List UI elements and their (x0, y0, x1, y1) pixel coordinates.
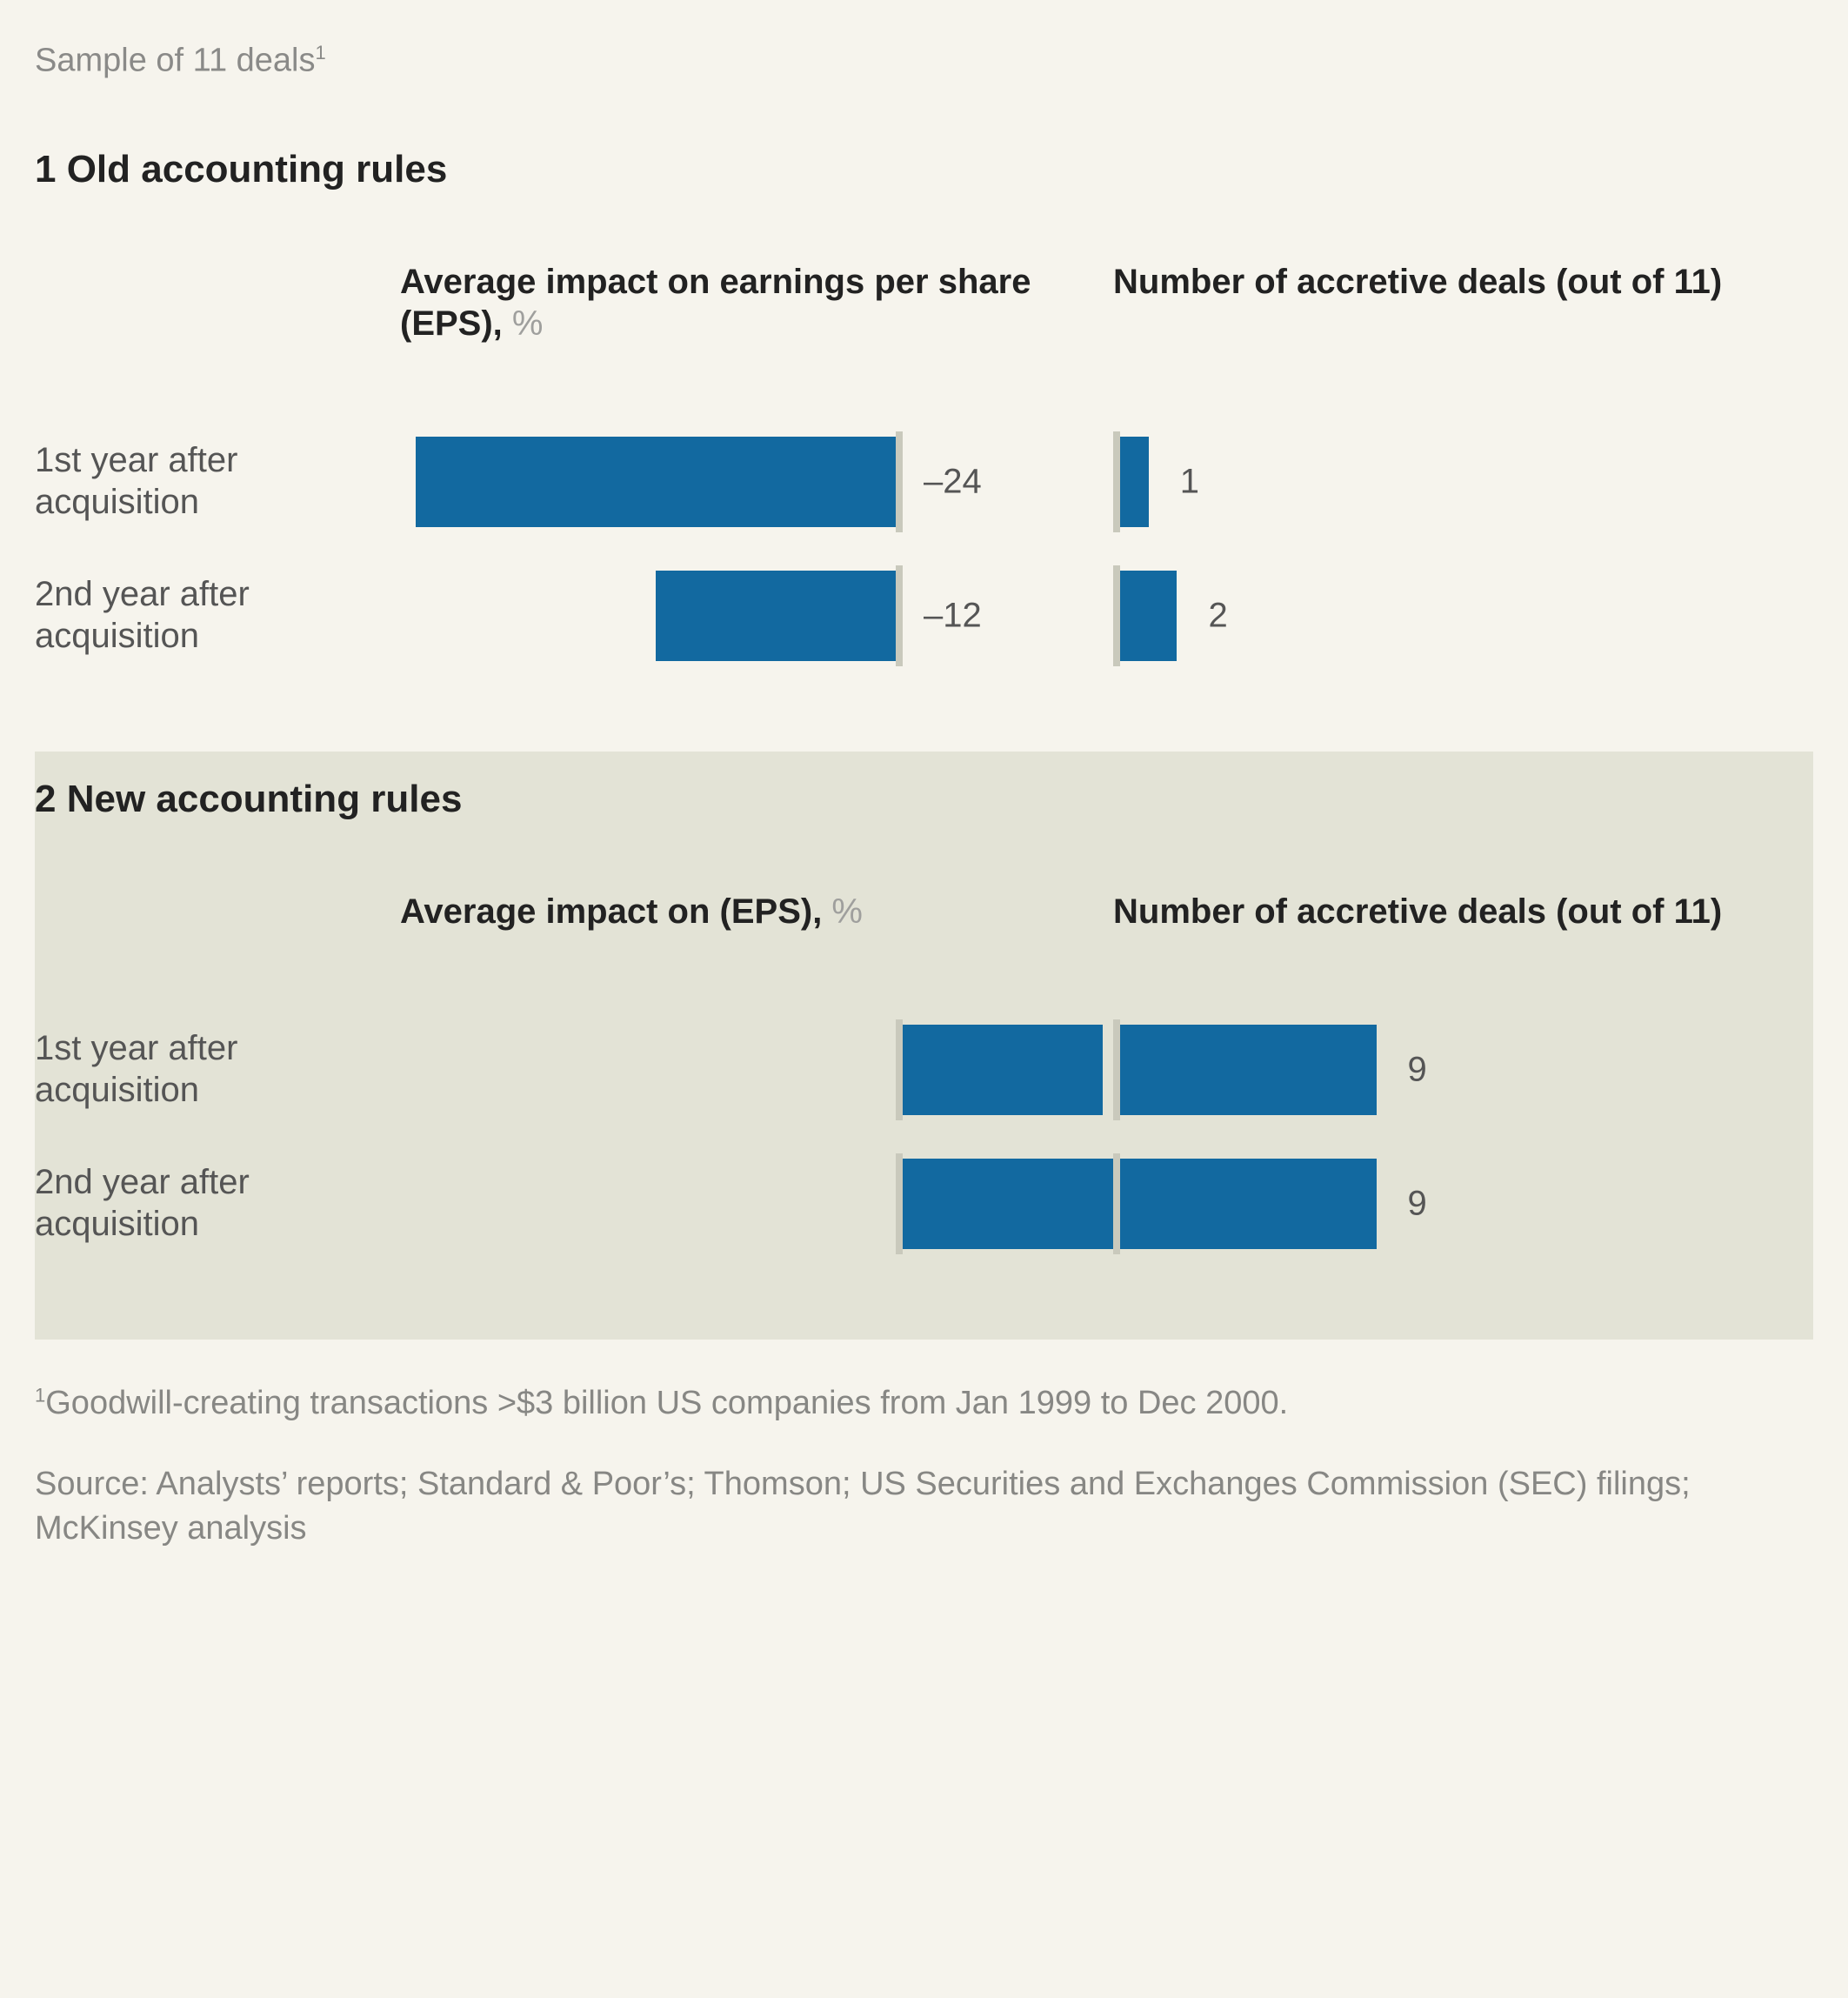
row-label: 2nd year afteracquisition (35, 1162, 400, 1244)
footnote-text: Goodwill-creating transactions >$3 billi… (45, 1385, 1288, 1421)
deals-axis (1113, 565, 1120, 666)
eps-value: –24 (924, 462, 993, 501)
deals-value: 9 (1408, 1050, 1427, 1089)
data-row: 2nd year afteracquisition13 9 (35, 1153, 1813, 1254)
deals-header: Number of accretive deals (out of 11) (1113, 891, 1739, 932)
eps-bar (416, 437, 896, 527)
eps-bar-cell: 10 (400, 1025, 1061, 1115)
deals-bar (1120, 571, 1177, 661)
page-root: Sample of 11 deals1 1 Old accounting rul… (0, 0, 1848, 1604)
eps-bar-cell: –24 (400, 437, 1061, 527)
data-row: 1st year afteracquisition –24 1 (35, 431, 1813, 532)
deals-value: 9 (1408, 1184, 1427, 1223)
source-text: Source: Analysts’ reports; Standard & Po… (35, 1462, 1813, 1552)
eps-header: Average impact on (EPS), % (400, 891, 1061, 932)
deals-axis (1113, 1019, 1120, 1120)
footnote-sup: 1 (35, 1384, 45, 1406)
subtitle-sup: 1 (316, 42, 326, 63)
deals-axis (1113, 431, 1120, 532)
eps-axis (896, 1019, 903, 1120)
panel-title: 1 Old accounting rules (35, 148, 1813, 191)
panel-old: 1 Old accounting rules Average impact on … (35, 122, 1813, 752)
deals-value: 2 (1208, 596, 1227, 635)
panels-container: 1 Old accounting rules Average impact on … (35, 122, 1813, 1340)
eps-bar (656, 571, 896, 661)
deals-bar-cell: 2 (1113, 571, 1739, 661)
subtitle: Sample of 11 deals1 (35, 42, 1813, 80)
eps-axis (896, 565, 903, 666)
deals-header: Number of accretive deals (out of 11) (1113, 261, 1739, 303)
column-headers: Average impact on (EPS), % Number of accr… (35, 891, 1813, 932)
row-label: 2nd year afteracquisition (35, 574, 400, 656)
eps-bar-cell: –12 (400, 571, 1061, 661)
row-label: 1st year afteracquisition (35, 1028, 400, 1110)
deals-bar-cell: 9 (1113, 1159, 1739, 1249)
eps-axis (896, 431, 903, 532)
deals-bar (1120, 1025, 1377, 1115)
deals-bar-cell: 9 (1113, 1025, 1739, 1115)
deals-bar-cell: 1 (1113, 437, 1739, 527)
eps-value: –12 (924, 596, 993, 635)
eps-header: Average impact on earnings per share (EP… (400, 261, 1061, 344)
row-label: 1st year afteracquisition (35, 440, 400, 522)
deals-value: 1 (1180, 462, 1199, 501)
data-row: 1st year afteracquisition10 9 (35, 1019, 1813, 1120)
data-row: 2nd year afteracquisition –12 2 (35, 565, 1813, 666)
eps-bar-cell: 13 (400, 1159, 1061, 1249)
eps-bar (903, 1025, 1103, 1115)
deals-bar (1120, 437, 1149, 527)
panel-title: 2 New accounting rules (35, 778, 1813, 821)
deals-axis (1113, 1153, 1120, 1254)
panel-new: 2 New accounting rules Average impact on … (35, 752, 1813, 1340)
footer: 1Goodwill-creating transactions >$3 bill… (35, 1340, 1813, 1552)
column-headers: Average impact on earnings per share (EP… (35, 261, 1813, 344)
deals-bar (1120, 1159, 1377, 1249)
footnote: 1Goodwill-creating transactions >$3 bill… (35, 1381, 1813, 1426)
subtitle-text: Sample of 11 deals (35, 43, 316, 79)
eps-axis (896, 1153, 903, 1254)
